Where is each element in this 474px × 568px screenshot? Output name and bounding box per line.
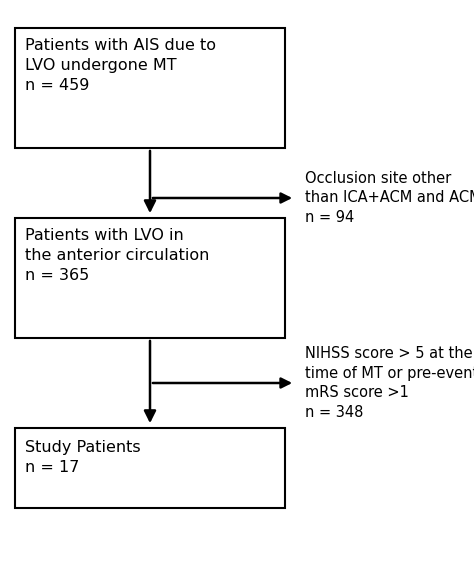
- FancyBboxPatch shape: [15, 218, 285, 338]
- Text: Study Patients
n = 17: Study Patients n = 17: [25, 440, 141, 475]
- Text: NIHSS score > 5 at the
time of MT or pre-event
mRS score >1
n = 348: NIHSS score > 5 at the time of MT or pre…: [305, 346, 474, 420]
- FancyBboxPatch shape: [15, 28, 285, 148]
- Text: Patients with AIS due to
LVO undergone MT
n = 459: Patients with AIS due to LVO undergone M…: [25, 38, 216, 93]
- Text: Patients with LVO in
the anterior circulation
n = 365: Patients with LVO in the anterior circul…: [25, 228, 210, 283]
- Text: Occlusion site other
than ICA+ACM and ACM
n = 94: Occlusion site other than ICA+ACM and AC…: [305, 171, 474, 225]
- FancyBboxPatch shape: [15, 428, 285, 508]
